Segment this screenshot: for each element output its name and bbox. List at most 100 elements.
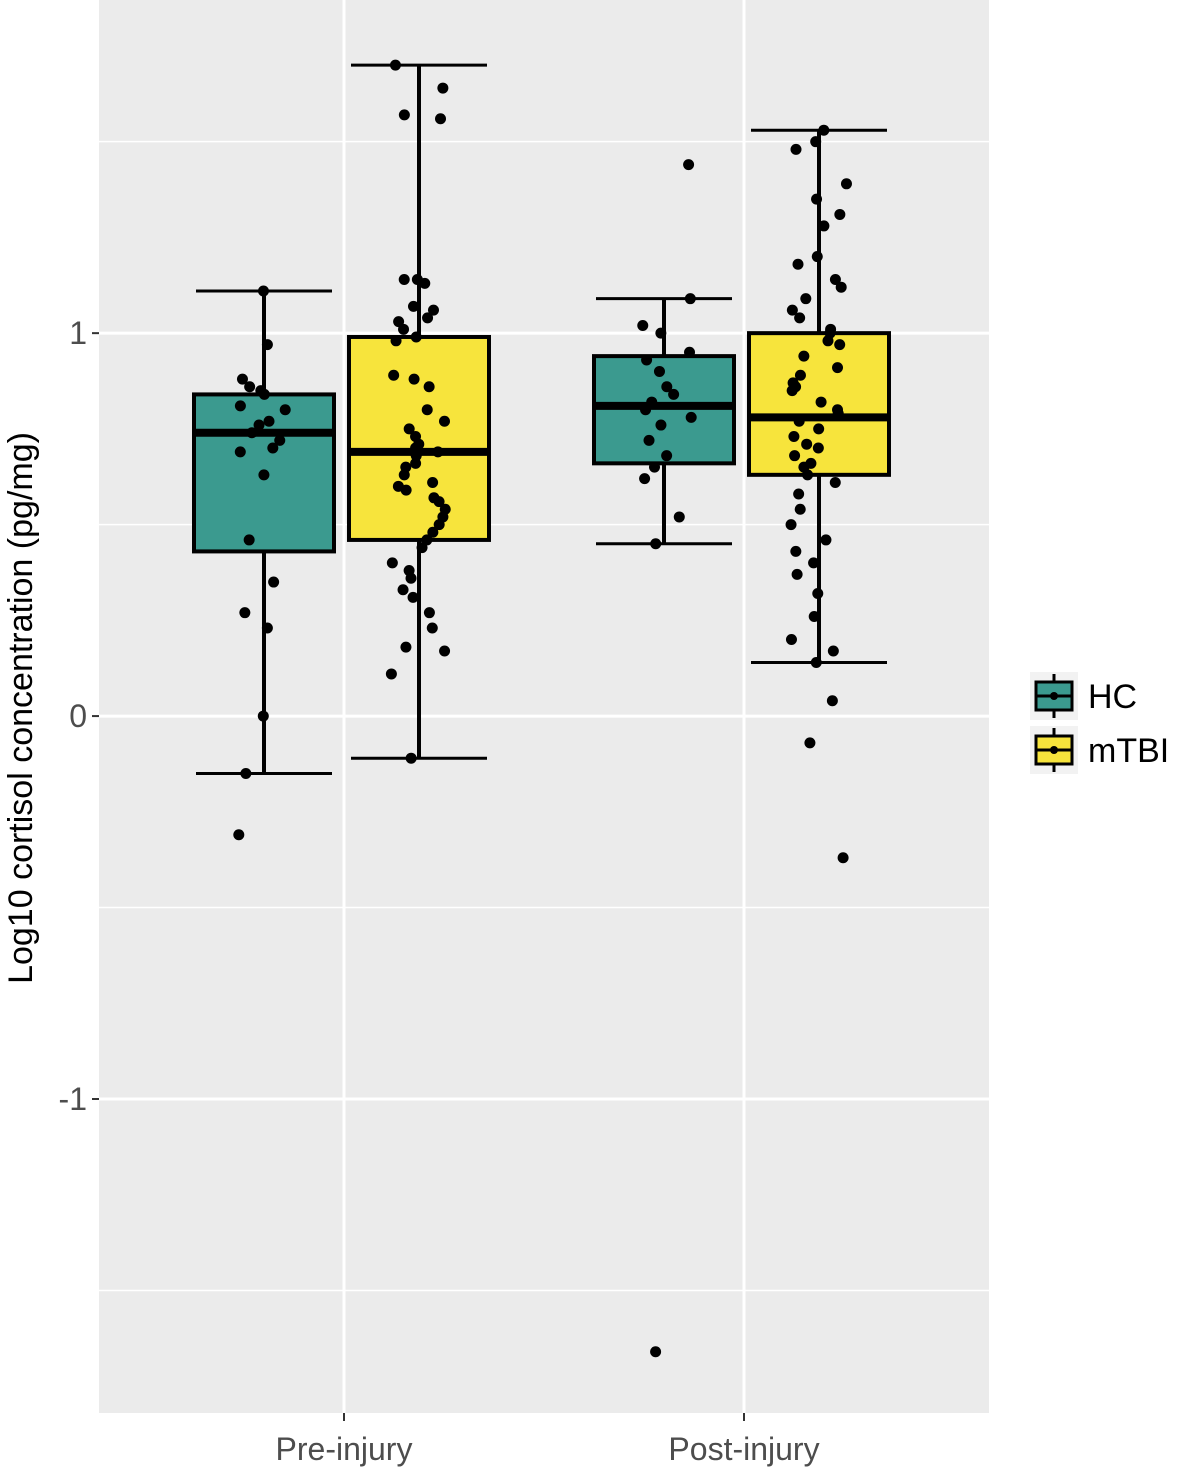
data-point — [385, 668, 397, 680]
data-point — [234, 446, 246, 458]
data-point — [818, 124, 830, 136]
data-point — [835, 281, 847, 293]
data-point — [398, 109, 410, 121]
legend-key-hc — [1030, 672, 1078, 720]
data-point — [268, 576, 280, 588]
y-axis-title: Log10 cortisol concentration (pg/mg) — [2, 432, 40, 984]
data-point — [427, 526, 439, 538]
data-point — [257, 285, 269, 297]
data-point — [813, 423, 825, 435]
data-point — [683, 159, 695, 171]
data-point — [785, 633, 797, 645]
data-point — [815, 396, 827, 408]
data-point — [827, 645, 839, 657]
data-point — [798, 350, 810, 362]
major-gridlines — [99, 0, 989, 1413]
data-point — [668, 388, 680, 400]
data-point — [426, 622, 438, 634]
data-point — [649, 461, 661, 473]
data-point — [390, 335, 402, 347]
legend-label: mTBI — [1088, 732, 1169, 770]
data-point — [233, 829, 245, 841]
data-point — [684, 346, 696, 358]
data-point — [829, 274, 841, 286]
data-point — [416, 542, 428, 554]
data-point — [423, 381, 435, 393]
data-point — [790, 545, 802, 557]
data-point — [804, 737, 816, 749]
data-point — [650, 538, 662, 550]
data-point — [786, 385, 798, 397]
data-point — [257, 710, 269, 722]
data-point — [403, 423, 415, 435]
data-point — [808, 611, 820, 623]
data-point — [812, 442, 824, 454]
data-point — [786, 304, 798, 316]
data-point — [439, 645, 451, 657]
data-point — [427, 476, 439, 488]
data-point — [423, 607, 435, 619]
data-point — [274, 434, 286, 446]
y-tick-label: 0 — [69, 698, 87, 734]
data-point — [818, 220, 830, 232]
data-point — [279, 404, 291, 416]
data-point — [811, 193, 823, 205]
data-point — [785, 519, 797, 531]
data-point — [388, 369, 400, 381]
plot-panel — [99, 0, 989, 1413]
data-point — [673, 511, 685, 523]
data-point — [258, 469, 270, 481]
legend-label: HC — [1088, 678, 1137, 716]
data-point — [834, 339, 846, 351]
data-point — [794, 369, 806, 381]
data-point — [791, 568, 803, 580]
data-point — [826, 695, 838, 707]
data-point — [405, 752, 417, 764]
data-point — [419, 277, 431, 289]
data-point — [801, 438, 813, 450]
data-point — [829, 476, 841, 488]
data-point — [386, 557, 398, 569]
data-point — [236, 373, 248, 385]
data-point — [832, 408, 844, 420]
data-point — [246, 427, 258, 439]
data-point — [832, 362, 844, 374]
data-points — [233, 59, 852, 1358]
data-point — [655, 419, 667, 431]
data-point — [792, 258, 804, 270]
data-point — [240, 768, 252, 780]
x-axis: Pre-injury Post-injury — [276, 1413, 820, 1467]
data-point — [812, 588, 824, 600]
data-point — [407, 300, 419, 312]
data-point — [684, 293, 696, 305]
data-point — [822, 335, 834, 347]
data-point — [661, 450, 673, 462]
x-tick-label: Pre-injury — [276, 1431, 413, 1467]
data-point — [685, 411, 697, 423]
data-point — [244, 381, 256, 393]
data-point — [437, 82, 449, 94]
data-point — [650, 1346, 662, 1358]
data-point — [267, 442, 279, 454]
data-point — [398, 274, 410, 286]
data-point — [438, 415, 450, 427]
data-point — [810, 656, 822, 668]
data-point — [427, 304, 439, 316]
data-point — [800, 293, 812, 305]
data-point — [422, 312, 434, 324]
data-point — [407, 591, 419, 603]
data-point — [788, 431, 800, 443]
data-point — [794, 503, 806, 515]
data-point — [261, 622, 273, 634]
data-point — [837, 852, 849, 864]
data-point — [400, 641, 412, 653]
data-point — [397, 584, 409, 596]
data-point — [794, 312, 806, 324]
data-point — [435, 113, 447, 125]
y-tick-label: 1 — [69, 315, 87, 351]
legend-key-mtbi — [1030, 726, 1078, 774]
data-point — [653, 365, 665, 377]
data-point — [234, 400, 246, 412]
data-point — [793, 488, 805, 500]
